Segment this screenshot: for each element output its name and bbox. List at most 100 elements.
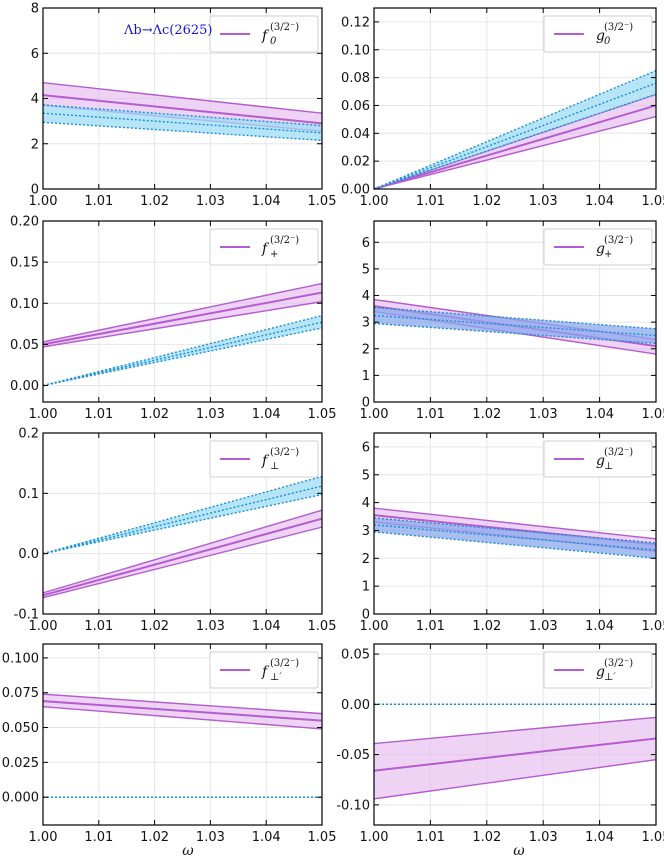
x-tick-label: 1.05 — [308, 194, 337, 209]
legend-superscript: (3/2⁻) — [270, 235, 299, 246]
x-axis-label-left: ω — [182, 843, 194, 859]
band-dotted-upper-line — [42, 104, 323, 127]
x-tick-label: 1.03 — [196, 194, 225, 209]
y-tick-label: 0.00 — [341, 698, 370, 713]
legend-subscript: ⊥′ — [604, 672, 616, 683]
x-tick-label: 1.00 — [360, 194, 389, 209]
legend-subscript: ⊥ — [270, 461, 279, 472]
y-tick-label: 0.00 — [341, 183, 370, 198]
x-tick-label: 1.00 — [29, 830, 58, 845]
band-dotted-upper-line — [42, 314, 323, 387]
y-tick-label: 2 — [362, 552, 370, 567]
legend-subscript: ⊥ — [604, 461, 613, 472]
x-tick-label: 1.02 — [140, 194, 169, 209]
band-dotted-lower-line — [42, 327, 323, 387]
legend-label: f — [261, 664, 270, 680]
y-tick-label: 4 — [31, 92, 39, 107]
y-tick-label: 8 — [31, 2, 39, 17]
x-tick-label: 1.02 — [140, 407, 169, 422]
legend-superscript: (3/2⁻) — [270, 22, 299, 33]
legend: f ⊥ (3/2⁻) — [209, 440, 319, 478]
y-tick-label: 0 — [31, 183, 39, 198]
band-dotted-center-line — [373, 524, 657, 551]
x-tick-label: 1.00 — [29, 194, 58, 209]
x-tick-label: 1.01 — [84, 407, 113, 422]
band-solid-center-line — [42, 94, 323, 125]
panel-gperp: 1.00 1.01 1.02 1.03 1.04 1.05 0 1 2 3 4 5 6 g⊥ (3/2⁻) — [360, 432, 664, 634]
x-tick-label: 1.04 — [252, 830, 281, 845]
y-tick-label: 1 — [362, 580, 370, 595]
x-tick-label: 1.04 — [585, 407, 614, 422]
band-solid-lower-line — [42, 705, 323, 730]
x-tick-label: 1.04 — [585, 619, 614, 634]
y-tick-label: 0 — [362, 608, 370, 623]
legend-box — [209, 228, 319, 266]
panel-fperpprime: 1.00 1.01 1.02 1.03 1.04 1.05 0.000 0.025 0.050 0… — [2, 643, 336, 845]
x-tick-label: 1.03 — [196, 619, 225, 634]
axes-frame — [42, 643, 323, 826]
x-tick-label: 1.05 — [308, 407, 337, 422]
panel-fplus: 1.00 1.01 1.02 1.03 1.04 1.05 0.00 0.05 0.10 0.15… — [10, 215, 336, 423]
legend-superscript: (3/2⁻) — [604, 447, 633, 458]
y-tick-label: 0.15 — [10, 256, 39, 271]
panel-g0: 1.00 1.01 1.02 1.03 1.04 1.05 0.00 0.02 0.04 0.06… — [341, 7, 664, 209]
axes-frame — [373, 7, 657, 190]
legend-label: f — [261, 28, 270, 44]
x-tick-label: 1.04 — [252, 619, 281, 634]
y-tick-label: 0.06 — [341, 99, 370, 114]
y-tick-label: 0.10 — [10, 297, 39, 312]
band-dotted-lower-line — [373, 93, 657, 190]
y-tick-label: -0.10 — [336, 798, 370, 813]
y-tick-label: 0.025 — [2, 756, 39, 771]
x-axis-label-right: ω — [513, 843, 525, 859]
band-dotted-lower-line — [373, 531, 657, 560]
process-annotation: Λb→Λc(2625) — [123, 23, 213, 38]
y-tick-label: 0.050 — [2, 721, 39, 736]
band-solid-area — [43, 82, 322, 132]
y-tick-label: 0.12 — [341, 15, 370, 30]
axes-frame — [373, 432, 657, 615]
x-tick-label: 1.00 — [29, 407, 58, 422]
x-tick-label: 1.00 — [29, 619, 58, 634]
x-tick-label: 1.01 — [84, 619, 113, 634]
x-tick-label: 1.03 — [529, 194, 558, 209]
x-tick-label: 1.03 — [529, 407, 558, 422]
y-tick-label: 1 — [362, 369, 370, 384]
y-tick-label: 5 — [362, 468, 370, 483]
band-solid-upper-line — [42, 693, 323, 715]
legend-label: g — [596, 664, 605, 680]
x-tick-label: 1.01 — [416, 619, 445, 634]
legend-label: g — [596, 241, 605, 257]
band-solid-upper-line — [373, 716, 657, 745]
x-tick-label: 1.05 — [642, 619, 664, 634]
x-tick-label: 1.05 — [642, 830, 664, 845]
x-tick-label: 1.05 — [308, 619, 337, 634]
y-tick-label: 5 — [362, 262, 370, 277]
legend-subscript: ⊥′ — [270, 672, 282, 683]
y-tick-label: 0.2 — [18, 427, 39, 442]
x-tick-label: 1.01 — [416, 194, 445, 209]
y-tick-label: -0.1 — [14, 608, 39, 623]
x-tick-label: 1.01 — [416, 830, 445, 845]
legend-superscript: (3/2⁻) — [604, 235, 633, 246]
y-tick-label: -0.05 — [336, 748, 370, 763]
x-tick-label: 1.05 — [642, 194, 664, 209]
x-tick-label: 1.01 — [84, 830, 113, 845]
y-tick-label: 0.1 — [18, 487, 39, 502]
legend-superscript: (3/2⁻) — [604, 22, 633, 33]
panel-gplus: 1.00 1.01 1.02 1.03 1.04 1.05 0 1 2 3 4 5 6 g+ (3/2⁻) — [360, 220, 664, 422]
x-tick-label: 1.02 — [472, 619, 501, 634]
panel-fperp: 1.00 1.01 1.02 1.03 1.04 1.05 -0.1 0.0 0.1 0.2 f ⊥ (… — [14, 427, 337, 635]
axes-frame — [373, 643, 657, 826]
band-solid-center-line — [42, 700, 323, 722]
x-tick-label: 1.03 — [196, 407, 225, 422]
legend-subscript: 0 — [270, 36, 277, 47]
band-solid-area — [374, 717, 656, 799]
legend-box — [543, 228, 653, 266]
y-tick-label: 0.000 — [2, 791, 39, 806]
y-tick-label: 3 — [362, 316, 370, 331]
x-tick-label: 1.03 — [529, 619, 558, 634]
legend: g + (3/2⁻) — [543, 228, 653, 266]
